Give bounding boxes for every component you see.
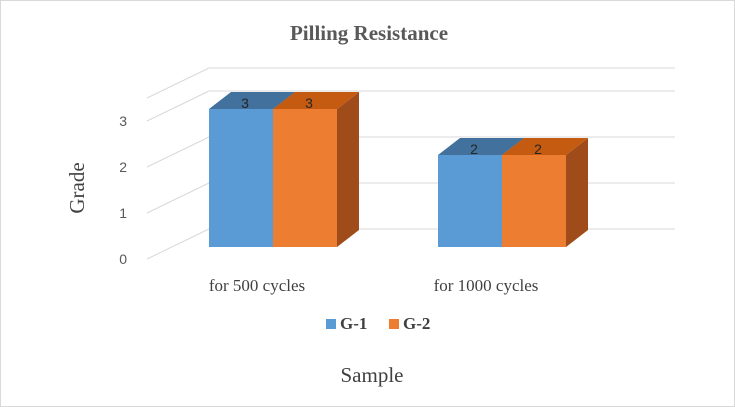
- bar-g-2: [502, 155, 566, 247]
- y-axis-ticks: 0 1 2 3: [119, 113, 127, 267]
- bar-top-g-2: [502, 138, 588, 155]
- chart-title: Pilling Resistance: [290, 21, 448, 45]
- legend-swatch-g-2: [389, 319, 399, 329]
- data-label: 2: [470, 141, 478, 157]
- y-tick-label: 0: [119, 251, 127, 267]
- y-tick-label: 1: [119, 205, 127, 221]
- bar-side-g-2: [566, 138, 588, 247]
- bars: [209, 92, 588, 247]
- bar-side-g-2: [337, 92, 359, 247]
- x-category-label: for 1000 cycles: [434, 276, 539, 295]
- data-labels: 3 3 2 2: [241, 95, 542, 157]
- legend-label-g-2: G-2: [403, 314, 430, 333]
- gridline-diagonal: [146, 136, 210, 168]
- bar-g-1: [209, 109, 273, 247]
- x-category-label: for 500 cycles: [209, 276, 305, 295]
- legend-label-g-1: G-1: [340, 314, 367, 333]
- gridline-diagonal: [146, 228, 210, 260]
- gridline-diagonal: [146, 90, 210, 122]
- y-axis-label: Grade: [65, 162, 89, 213]
- data-label: 3: [305, 95, 313, 111]
- bar-g-1: [438, 155, 502, 247]
- legend-swatch-g-1: [326, 319, 336, 329]
- y-tick-label: 3: [119, 113, 127, 129]
- bar-top-g-1: [209, 92, 295, 109]
- gridline-diagonal: [146, 67, 210, 99]
- y-tick-label: 2: [119, 159, 127, 175]
- bar-g-2: [273, 109, 337, 247]
- bar-top-g-1: [438, 138, 524, 155]
- data-label: 2: [534, 141, 542, 157]
- data-label: 3: [241, 95, 249, 111]
- gridline-diagonal: [146, 182, 210, 214]
- x-axis-label: Sample: [341, 363, 404, 387]
- bar-top-g-2: [273, 92, 359, 109]
- legend: G-1 G-2: [326, 314, 430, 333]
- x-axis-categories: for 500 cycles for 1000 cycles: [209, 276, 539, 295]
